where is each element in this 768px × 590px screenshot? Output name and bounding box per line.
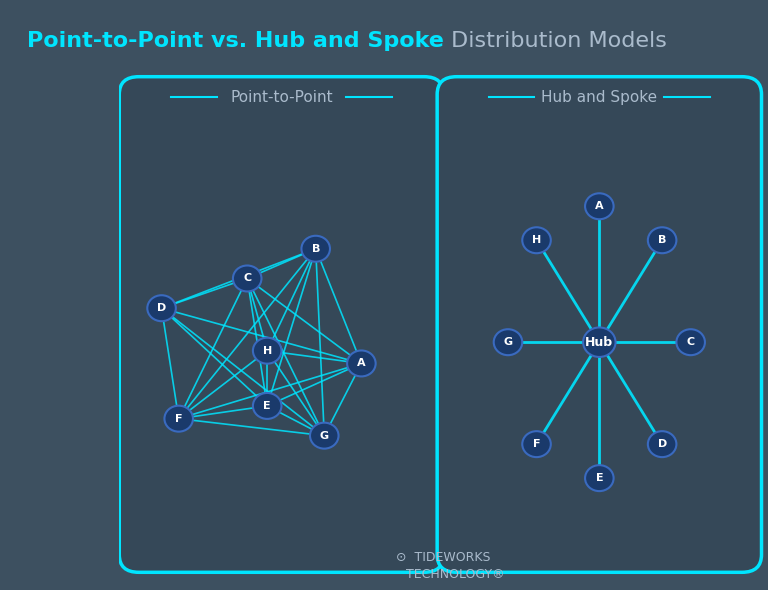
Circle shape [677,329,705,355]
Text: C: C [687,337,695,347]
Circle shape [583,327,615,357]
Text: G: G [504,337,512,347]
Text: E: E [263,401,271,411]
Text: ⊙  TIDEWORKS
      TECHNOLOGY®: ⊙ TIDEWORKS TECHNOLOGY® [382,552,505,581]
Text: C: C [243,274,251,283]
FancyBboxPatch shape [437,77,762,572]
Text: D: D [657,439,667,449]
Text: G: G [319,431,329,441]
Text: B: B [658,235,667,245]
Circle shape [301,236,330,262]
Text: Point-to-Point vs. Hub and Spoke: Point-to-Point vs. Hub and Spoke [27,31,444,51]
Text: Point-to-Point: Point-to-Point [230,90,333,105]
Circle shape [233,266,261,291]
Circle shape [648,431,677,457]
Circle shape [253,393,281,419]
Text: Distribution Models: Distribution Models [444,31,667,51]
Circle shape [494,329,522,355]
Text: F: F [175,414,183,424]
Text: Hub and Spoke: Hub and Spoke [541,90,657,105]
Circle shape [585,465,614,491]
Circle shape [164,406,193,432]
Text: Hub: Hub [585,336,614,349]
Circle shape [648,227,677,253]
FancyBboxPatch shape [119,77,444,572]
Circle shape [585,194,614,219]
Circle shape [347,350,376,376]
Text: H: H [263,346,272,356]
Text: D: D [157,303,166,313]
Text: A: A [357,359,366,368]
Text: E: E [595,473,603,483]
Circle shape [253,337,281,363]
Text: B: B [312,244,320,254]
Circle shape [522,227,551,253]
Text: F: F [533,439,540,449]
Circle shape [147,295,176,321]
Circle shape [522,431,551,457]
Text: H: H [532,235,541,245]
Circle shape [310,422,339,448]
Text: A: A [595,201,604,211]
